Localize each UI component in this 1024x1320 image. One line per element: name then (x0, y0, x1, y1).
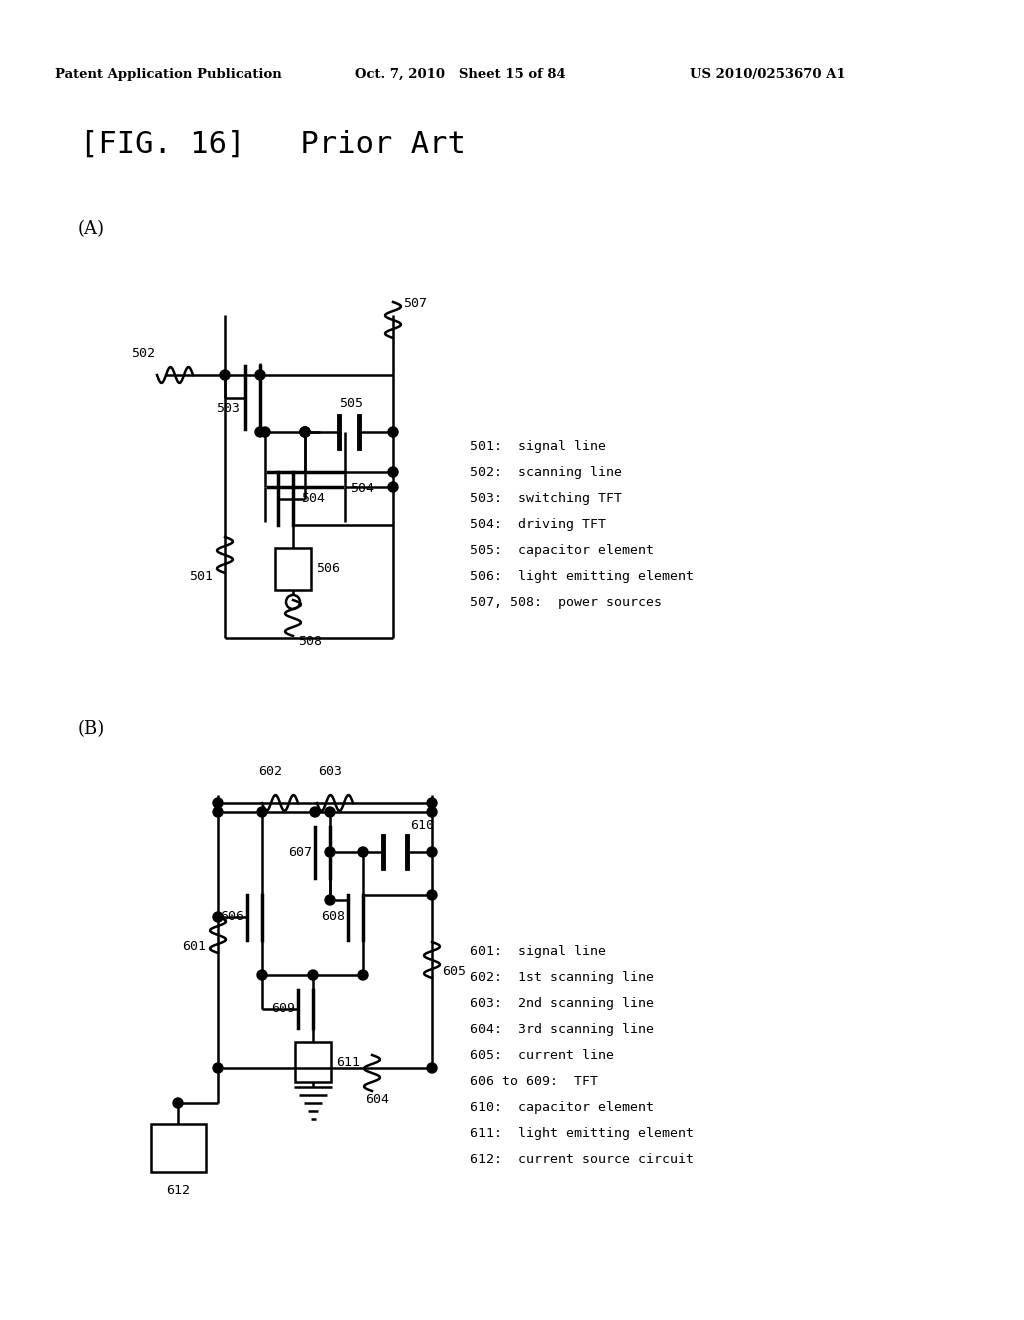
Circle shape (427, 799, 437, 808)
Text: 506:  light emitting element: 506: light emitting element (470, 570, 694, 583)
Text: 507: 507 (403, 297, 427, 310)
Text: 611: 611 (336, 1056, 360, 1068)
Circle shape (255, 370, 265, 380)
Text: (B): (B) (78, 719, 105, 738)
Text: 505:  capacitor element: 505: capacitor element (470, 544, 654, 557)
Text: [FIG. 16]   Prior Art: [FIG. 16] Prior Art (80, 129, 466, 158)
Text: 507, 508:  power sources: 507, 508: power sources (470, 597, 662, 609)
Circle shape (358, 847, 368, 857)
Text: 502:  scanning line: 502: scanning line (470, 466, 622, 479)
Text: 504:  driving TFT: 504: driving TFT (470, 517, 606, 531)
Text: 604: 604 (365, 1093, 389, 1106)
Text: 605: 605 (442, 965, 466, 978)
Text: 608: 608 (321, 911, 345, 924)
Text: 605:  current line: 605: current line (470, 1049, 614, 1063)
Circle shape (427, 807, 437, 817)
Circle shape (300, 426, 310, 437)
Bar (275, 548, 311, 590)
Circle shape (257, 807, 267, 817)
Text: (A): (A) (78, 220, 105, 238)
Circle shape (310, 807, 319, 817)
Circle shape (300, 426, 310, 437)
Circle shape (213, 912, 223, 921)
Text: 606: 606 (220, 911, 244, 924)
Text: 505: 505 (339, 397, 362, 411)
Circle shape (213, 1063, 223, 1073)
Text: 612: 612 (166, 1184, 190, 1197)
Text: 602:  1st scanning line: 602: 1st scanning line (470, 972, 654, 983)
Text: 611:  light emitting element: 611: light emitting element (470, 1127, 694, 1140)
Circle shape (325, 847, 335, 857)
Circle shape (427, 890, 437, 900)
Circle shape (388, 467, 398, 477)
Text: 610:  capacitor element: 610: capacitor element (470, 1101, 654, 1114)
Text: 603:  2nd scanning line: 603: 2nd scanning line (470, 997, 654, 1010)
Circle shape (213, 799, 223, 808)
Circle shape (173, 1098, 183, 1107)
Circle shape (308, 970, 318, 979)
Text: 610: 610 (410, 818, 434, 832)
Text: 607: 607 (288, 846, 312, 858)
Text: 503:  switching TFT: 503: switching TFT (470, 492, 622, 506)
Circle shape (427, 847, 437, 857)
Circle shape (300, 426, 310, 437)
Text: 601: 601 (182, 940, 206, 953)
Circle shape (325, 895, 335, 906)
Text: 504: 504 (350, 482, 374, 495)
Text: 612:  current source circuit: 612: current source circuit (470, 1152, 694, 1166)
Circle shape (388, 482, 398, 492)
Text: 506: 506 (316, 562, 340, 576)
Text: Oct. 7, 2010   Sheet 15 of 84: Oct. 7, 2010 Sheet 15 of 84 (355, 69, 565, 81)
Text: 503: 503 (216, 403, 240, 416)
Circle shape (257, 970, 267, 979)
Text: 504: 504 (301, 492, 325, 506)
Text: 606 to 609:  TFT: 606 to 609: TFT (470, 1074, 598, 1088)
Circle shape (427, 1063, 437, 1073)
Circle shape (358, 970, 368, 979)
Circle shape (220, 370, 230, 380)
Text: 609: 609 (271, 1002, 295, 1015)
Text: 603: 603 (318, 766, 342, 777)
Text: 501: 501 (189, 570, 213, 583)
Text: 604:  3rd scanning line: 604: 3rd scanning line (470, 1023, 654, 1036)
Text: Patent Application Publication: Patent Application Publication (55, 69, 282, 81)
Text: US 2010/0253670 A1: US 2010/0253670 A1 (690, 69, 846, 81)
Bar (295, 1041, 331, 1082)
Circle shape (325, 807, 335, 817)
Text: 601:  signal line: 601: signal line (470, 945, 606, 958)
Circle shape (255, 426, 265, 437)
Circle shape (260, 426, 270, 437)
Text: 508: 508 (298, 635, 322, 648)
Bar (151, 1125, 206, 1172)
Circle shape (388, 426, 398, 437)
Text: 602: 602 (258, 766, 282, 777)
Circle shape (213, 807, 223, 817)
Text: 501:  signal line: 501: signal line (470, 440, 606, 453)
Text: 502: 502 (131, 347, 155, 360)
